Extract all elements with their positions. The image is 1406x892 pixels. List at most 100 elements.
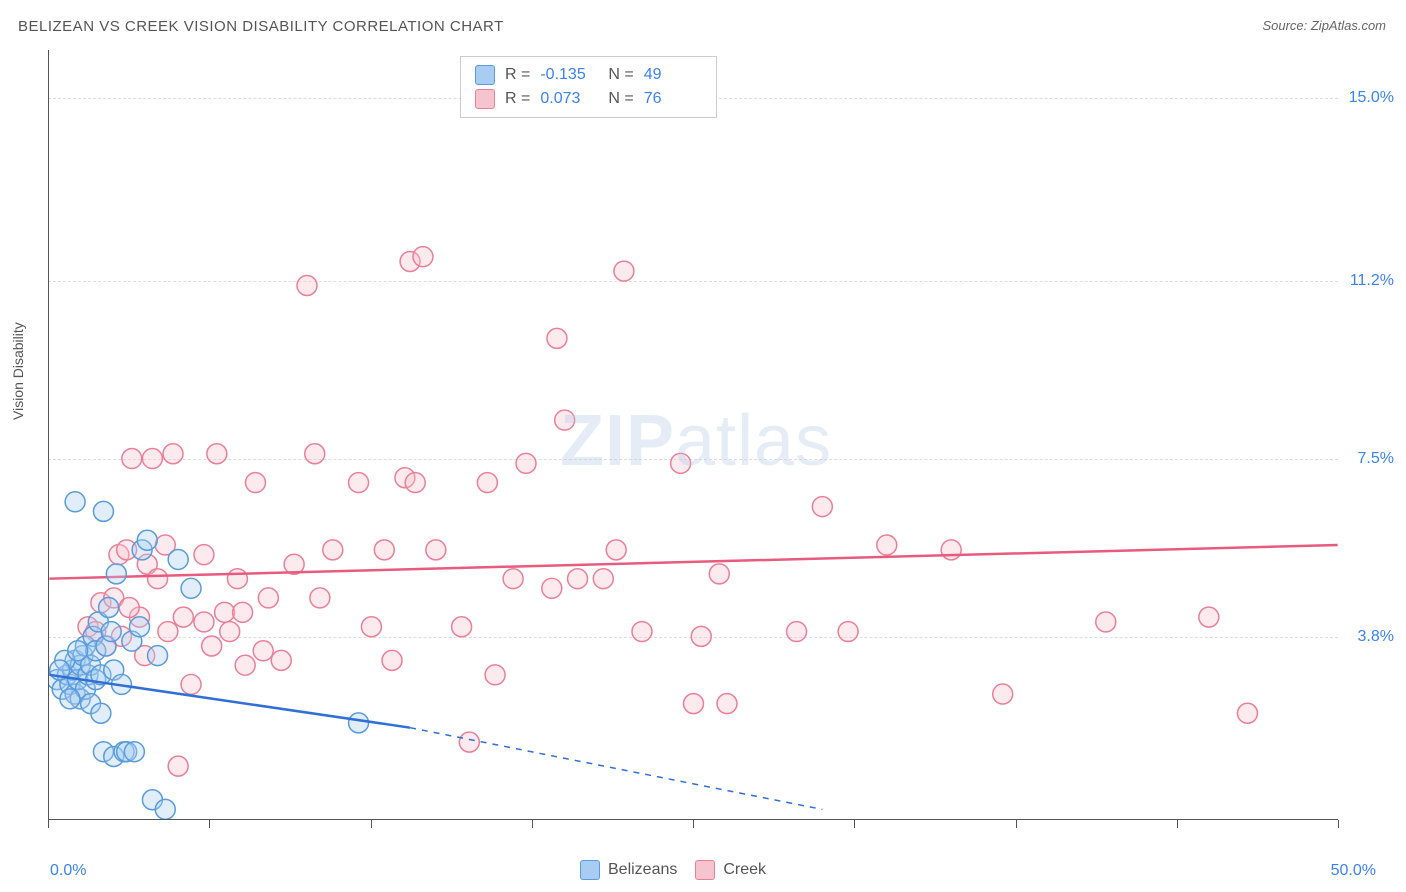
data-point <box>1096 612 1116 632</box>
y-tick-label: 15.0% <box>1349 89 1394 107</box>
data-point <box>220 622 240 642</box>
trend-line-dashed <box>410 728 822 810</box>
legend-swatch-creek <box>695 860 715 880</box>
data-point <box>485 665 505 685</box>
legend-item-belizeans: Belizeans <box>580 860 677 880</box>
data-point <box>516 453 536 473</box>
x-tick-mark <box>693 820 694 828</box>
legend-item-creek: Creek <box>695 860 766 880</box>
data-point <box>233 602 253 622</box>
data-point <box>993 684 1013 704</box>
n-value-creek: 76 <box>644 90 702 108</box>
swatch-belizeans <box>475 65 495 85</box>
data-point <box>717 694 737 714</box>
data-point <box>106 564 126 584</box>
data-point <box>207 444 227 464</box>
data-point <box>305 444 325 464</box>
data-point <box>173 607 193 627</box>
plot-area <box>48 50 1338 820</box>
scatter-plot-svg <box>49 50 1338 819</box>
stats-legend-box: R = -0.135 N = 49 R = 0.073 N = 76 <box>460 56 717 118</box>
data-point <box>119 598 139 618</box>
data-point <box>258 588 278 608</box>
data-point <box>361 617 381 637</box>
stats-row-creek: R = 0.073 N = 76 <box>475 87 702 111</box>
data-point <box>1237 703 1257 723</box>
x-tick-mark <box>48 820 49 828</box>
data-point <box>91 703 111 723</box>
data-point <box>405 473 425 493</box>
data-point <box>271 650 291 670</box>
trend-line-solid <box>49 545 1337 579</box>
data-point <box>593 569 613 589</box>
data-point <box>555 410 575 430</box>
data-point <box>671 453 691 473</box>
data-point <box>148 646 168 666</box>
y-tick-label: 7.5% <box>1358 450 1394 468</box>
x-tick-mark <box>371 820 372 828</box>
data-point <box>459 732 479 752</box>
data-point <box>323 540 343 560</box>
x-tick-mark <box>1177 820 1178 828</box>
data-point <box>349 713 369 733</box>
n-label: N = <box>608 90 633 108</box>
data-point <box>382 650 402 670</box>
data-point <box>93 501 113 521</box>
r-label: R = <box>505 66 530 84</box>
n-value-belizeans: 49 <box>644 66 702 84</box>
data-point <box>787 622 807 642</box>
data-point <box>194 612 214 632</box>
data-point <box>691 626 711 646</box>
data-point <box>68 641 88 661</box>
data-point <box>413 247 433 267</box>
legend-swatch-belizeans <box>580 860 600 880</box>
data-point <box>684 694 704 714</box>
data-point <box>1199 607 1219 627</box>
legend-label-belizeans: Belizeans <box>608 861 677 879</box>
data-point <box>148 569 168 589</box>
data-point <box>227 569 247 589</box>
data-point <box>99 598 119 618</box>
data-point <box>124 742 144 762</box>
data-point <box>101 622 121 642</box>
n-label: N = <box>608 66 633 84</box>
data-point <box>60 689 80 709</box>
y-axis-label: Vision Disability <box>10 322 26 420</box>
data-point <box>426 540 446 560</box>
data-point <box>235 655 255 675</box>
data-point <box>168 756 188 776</box>
bottom-legend: Belizeans Creek <box>580 860 766 880</box>
data-point <box>349 473 369 493</box>
data-point <box>877 535 897 555</box>
data-point <box>503 569 523 589</box>
r-label: R = <box>505 90 530 108</box>
data-point <box>142 449 162 469</box>
data-point <box>614 261 634 281</box>
x-tick-mark <box>1338 820 1339 828</box>
x-axis-max-label: 50.0% <box>1331 862 1376 880</box>
x-tick-mark <box>1016 820 1017 828</box>
data-point <box>297 276 317 296</box>
data-point <box>215 602 235 622</box>
x-axis-min-label: 0.0% <box>50 862 86 880</box>
y-tick-label: 3.8% <box>1358 628 1394 646</box>
data-point <box>155 799 175 819</box>
data-point <box>163 444 183 464</box>
x-tick-mark <box>854 820 855 828</box>
data-point <box>632 622 652 642</box>
data-point <box>547 328 567 348</box>
x-tick-mark <box>209 820 210 828</box>
data-point <box>245 473 265 493</box>
data-point <box>542 578 562 598</box>
data-point <box>477 473 497 493</box>
data-point <box>606 540 626 560</box>
data-point <box>194 545 214 565</box>
data-point <box>452 617 472 637</box>
data-point <box>137 530 157 550</box>
swatch-creek <box>475 89 495 109</box>
data-point <box>374 540 394 560</box>
data-point <box>65 492 85 512</box>
data-point <box>568 569 588 589</box>
data-point <box>812 497 832 517</box>
r-value-creek: 0.073 <box>540 90 598 108</box>
